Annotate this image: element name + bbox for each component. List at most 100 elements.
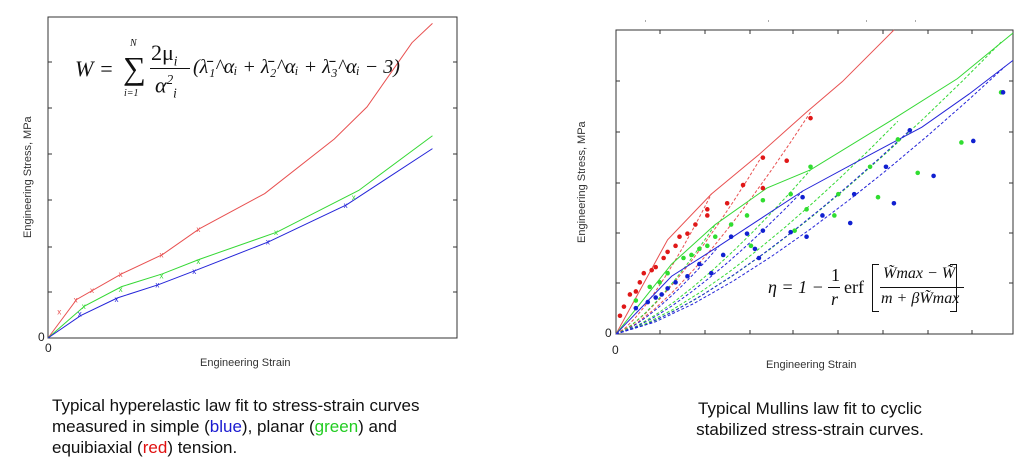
right-point-green <box>657 280 662 285</box>
left-marker-blue: x <box>344 201 348 210</box>
left-marker-red: x <box>119 270 123 279</box>
right-point-red <box>617 313 623 319</box>
right-point-blue <box>665 286 670 291</box>
right-point-blue <box>720 252 726 258</box>
mullins-lhs: η = 1 − <box>768 277 824 297</box>
right-point-green <box>712 234 718 240</box>
right-point-red <box>653 264 658 270</box>
left-marker-green: x <box>352 193 356 202</box>
mullins-bar <box>880 287 964 288</box>
mullins-frac-num: 1 <box>831 265 840 285</box>
right-series-blue-line <box>615 60 1014 335</box>
right-point-red <box>677 234 682 240</box>
denominator-sup: 2 <box>166 72 174 87</box>
right-point-blue <box>760 228 766 233</box>
right-point-green <box>744 213 750 218</box>
formula-denominator: α2i <box>155 72 177 102</box>
formula-lhs: W = <box>75 56 114 81</box>
right-point-green <box>867 164 873 170</box>
left-x-tick-0: 0 <box>45 341 52 355</box>
right-point-red <box>661 255 666 261</box>
right-point-blue <box>756 255 762 261</box>
left-plot-frame <box>47 16 458 339</box>
right-unloading-green-dashed <box>615 169 811 335</box>
right-point-blue <box>883 164 889 170</box>
right-point-blue <box>708 270 714 276</box>
mullins-erf: erf <box>844 277 864 297</box>
right-point-red <box>665 249 670 255</box>
right-point-green <box>875 194 881 200</box>
left-series-red-line <box>47 23 433 339</box>
right-point-red <box>637 280 643 285</box>
right-point-red <box>705 207 710 212</box>
right-plot-frame <box>615 29 1014 335</box>
right-point-blue <box>673 280 678 285</box>
right-point-green <box>665 270 670 276</box>
right-series-green-line <box>615 32 1014 335</box>
right-point-red <box>673 243 678 249</box>
left-marker-red: x <box>57 307 61 316</box>
left-y-tick-0: 0 <box>38 330 45 344</box>
right-point-red <box>621 304 627 309</box>
left-marker-red: x <box>74 295 78 304</box>
right-point-red <box>649 267 655 273</box>
right-point-green <box>788 191 793 197</box>
right-point-green <box>915 170 921 176</box>
left-marker-green: x <box>82 302 86 311</box>
right-point-blue <box>1000 90 1006 95</box>
right-chart <box>615 20 1014 335</box>
right-point-green <box>804 207 809 212</box>
right-point-green <box>832 213 837 218</box>
right-point-red <box>740 182 746 188</box>
right-unloading-green-dashed <box>615 224 716 335</box>
right-point-green <box>647 284 653 290</box>
left-marker-green: x <box>196 257 200 266</box>
numerator-sub: i <box>173 53 178 69</box>
mullins-num: W̃max − W̃ <box>883 265 956 282</box>
right-unloading-blue-dashed <box>615 190 803 335</box>
right-point-green <box>895 137 901 142</box>
right-point-green <box>959 140 964 145</box>
right-caption-line-2: stabilized stress-strain curves. <box>696 420 924 439</box>
right-caption: Typical Mullins law fit to cyclic stabil… <box>660 398 960 440</box>
mullins-frac-den: r <box>831 289 839 309</box>
right-point-green <box>705 243 710 249</box>
right-point-red <box>760 155 766 160</box>
left-series-green-line <box>47 135 433 339</box>
right-point-red <box>784 158 790 164</box>
right-point-red <box>808 115 813 121</box>
right-point-red <box>693 222 698 227</box>
left-caption: Typical hyperelastic law fit to stress-s… <box>52 395 420 458</box>
denominator-text: α <box>155 72 167 98</box>
right-point-green <box>728 222 734 227</box>
right-point-blue <box>659 292 664 297</box>
right-point-blue <box>645 299 651 305</box>
caption-green-word: green <box>314 417 359 436</box>
caption-text: equibiaxial ( <box>52 438 143 457</box>
right-series-red-line <box>615 29 895 335</box>
left-caption-line-2: measured in simple (blue), planar (green… <box>52 416 420 437</box>
left-series-blue-line <box>47 148 433 339</box>
right-point-blue <box>804 234 809 240</box>
right-point-blue <box>788 229 793 235</box>
left-bracket <box>872 264 879 312</box>
right-unloading-red-dashed <box>615 111 811 335</box>
formula-sum-top: N <box>130 38 137 49</box>
right-point-blue <box>931 173 936 179</box>
formula-numerator: 2μi <box>151 40 177 69</box>
left-x-axis-label: Engineering Strain <box>200 357 291 369</box>
left-marker-green: x <box>274 228 278 237</box>
right-point-red <box>641 270 647 276</box>
right-point-blue <box>820 213 825 218</box>
right-y-axis-label: Engineering Stress, MPa <box>576 121 588 243</box>
mullins-frac-bar <box>828 287 840 288</box>
left-marker-blue: x <box>266 238 270 247</box>
right-point-red <box>705 213 710 218</box>
right-point-green <box>748 243 754 249</box>
right-point-blue <box>971 138 976 144</box>
right-point-blue <box>744 231 750 236</box>
left-marker-blue: x <box>78 310 82 319</box>
right-unloading-blue-dashed <box>615 129 911 335</box>
right-bracket <box>950 264 957 312</box>
